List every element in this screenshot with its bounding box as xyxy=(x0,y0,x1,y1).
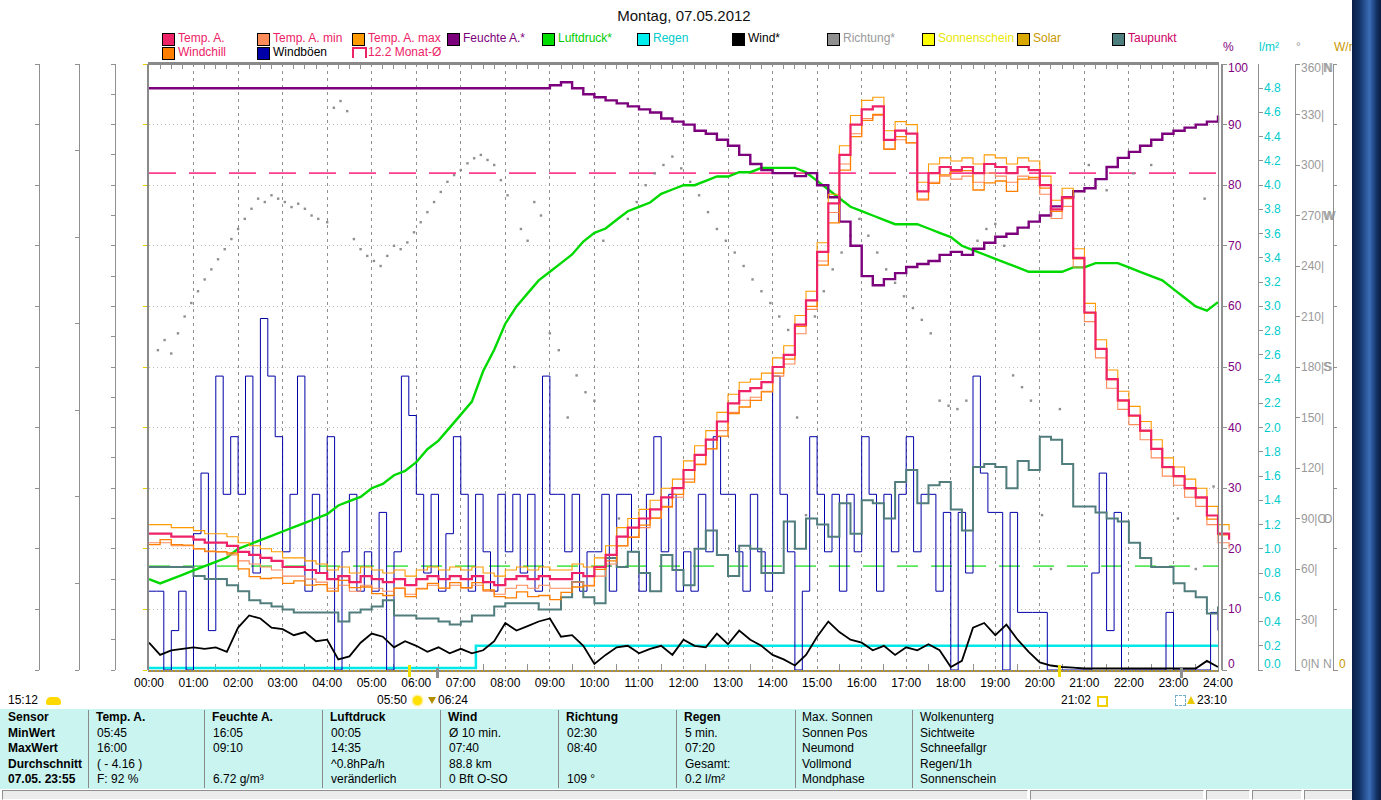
moonset-time: 15:12 xyxy=(8,694,38,706)
twilight-arrow-icon xyxy=(428,697,436,704)
cell-label: veränderlich xyxy=(331,772,396,787)
cell-label: 0.2 l/m² xyxy=(685,772,725,787)
cell-label: 88.8 km xyxy=(449,757,492,772)
astro-label: Mondphase xyxy=(802,772,865,787)
row-label: MinWert xyxy=(8,726,55,741)
x-tick-label: 06:00 xyxy=(394,677,438,689)
cell-label: 09:10 xyxy=(213,741,243,756)
twilight-time: 06:24 xyxy=(438,694,468,706)
weather-label: Schneefallgr xyxy=(920,741,987,756)
cell-label: 08:40 xyxy=(567,741,597,756)
weather-label: Wolkenunterg xyxy=(920,710,994,725)
x-tick-label: 12:00 xyxy=(662,677,706,689)
x-tick-label: 05:00 xyxy=(350,677,394,689)
astro-label: Max. Sonnen xyxy=(802,710,873,725)
x-tick-label: 04:00 xyxy=(305,677,349,689)
cell-label: ( - 4.16 ) xyxy=(97,757,142,772)
x-tick-label: 22:00 xyxy=(1107,677,1151,689)
col-header: Wind xyxy=(448,710,477,725)
x-tick-label: 14:00 xyxy=(751,677,795,689)
status-segment xyxy=(1030,790,1204,800)
x-tick-label: 23:00 xyxy=(1151,677,1195,689)
sunrise-time: 05:50 xyxy=(377,694,407,706)
cell-label: 07:40 xyxy=(449,741,479,756)
cell-label: 16:05 xyxy=(213,726,243,741)
col-header: Regen xyxy=(684,710,721,725)
cell-label: 14:35 xyxy=(331,741,361,756)
x-tick-label: 18:00 xyxy=(929,677,973,689)
window-edge xyxy=(1352,0,1381,800)
x-tick-label: 20:00 xyxy=(1018,677,1062,689)
x-tick-label: 17:00 xyxy=(884,677,928,689)
x-tick-label: 16:00 xyxy=(840,677,884,689)
column-separator xyxy=(88,710,89,788)
moon-cloud-icon xyxy=(46,697,61,705)
cell-label: Ø 10 min. xyxy=(449,726,501,741)
col-header: Feuchte A. xyxy=(212,710,273,725)
astro-label: Sonnen Pos xyxy=(802,726,867,741)
weather-label: Sichtweite xyxy=(920,726,975,741)
sun-icon xyxy=(413,696,422,705)
x-tick-label: 24:00 xyxy=(1196,677,1240,689)
cell-label: ^0.8hPa/h xyxy=(331,757,385,772)
row-label: Durchschnitt xyxy=(8,757,82,772)
x-tick-label: 09:00 xyxy=(528,677,572,689)
row-label: Sensor xyxy=(8,710,49,725)
x-tick-label: 01:00 xyxy=(172,677,216,689)
column-separator xyxy=(322,710,323,788)
column-separator xyxy=(912,710,913,788)
status-segment xyxy=(1252,790,1302,800)
cell-label: 00:05 xyxy=(331,726,361,741)
column-separator xyxy=(795,710,796,788)
cell-label: 16:00 xyxy=(97,741,127,756)
cell-label: 5 min. xyxy=(685,726,718,741)
x-tick-label: 02:00 xyxy=(216,677,260,689)
x-tick-label: 21:00 xyxy=(1062,677,1106,689)
x-tick-label: 07:00 xyxy=(439,677,483,689)
weather-label: Sonnenschein xyxy=(920,772,996,787)
status-segment xyxy=(1206,790,1250,800)
x-tick-label: 08:00 xyxy=(483,677,527,689)
column-separator xyxy=(558,710,559,788)
cell-label: 02:30 xyxy=(567,726,597,741)
temp-max-line xyxy=(149,97,1229,576)
rain-line xyxy=(149,646,1218,668)
moonrise-time: 23:10 xyxy=(1197,694,1227,706)
column-separator xyxy=(676,710,677,788)
x-tick-label: 15:00 xyxy=(795,677,839,689)
sunset-square-icon xyxy=(1097,696,1108,707)
temp-line xyxy=(149,106,1229,585)
astro-label: Neumond xyxy=(802,741,854,756)
weather-label: Regen/1h xyxy=(920,757,972,772)
cell-label: Gesamt: xyxy=(685,757,730,772)
x-tick-label: 10:00 xyxy=(572,677,616,689)
cell-label: 0 Bft O-SO xyxy=(449,772,508,787)
x-tick-label: 13:00 xyxy=(706,677,750,689)
col-header: Luftdruck xyxy=(330,710,385,725)
x-tick-label: 11:00 xyxy=(617,677,661,689)
sunset-time: 21:02 xyxy=(1061,694,1091,706)
status-segment xyxy=(2,790,1028,800)
cell-label: F: 92 % xyxy=(97,772,138,787)
col-header: Temp. A. xyxy=(96,710,145,725)
cell-label: 6.72 g/m³ xyxy=(213,772,264,787)
cell-label: 109 ° xyxy=(567,772,595,787)
x-tick-label: 00:00 xyxy=(127,677,171,689)
row-label: MaxWert xyxy=(8,741,58,756)
row-label: 07.05. 23:55 xyxy=(8,772,75,787)
moonrise-arrow-icon xyxy=(1187,696,1195,704)
windchill-line xyxy=(149,114,1229,599)
temp-min-line xyxy=(149,116,1229,595)
column-separator xyxy=(204,710,205,788)
moonrise-square-icon xyxy=(1175,695,1186,706)
x-tick-label: 19:00 xyxy=(973,677,1017,689)
column-separator xyxy=(440,710,441,788)
col-header: Richtung xyxy=(566,710,618,725)
astro-label: Vollmond xyxy=(802,757,851,772)
x-tick-label: 03:00 xyxy=(261,677,305,689)
cell-label: 05:45 xyxy=(97,726,127,741)
cell-label: 07:20 xyxy=(685,741,715,756)
weather-app-window: { "title": "Montag, 07.05.2012", "legend… xyxy=(0,0,1381,800)
